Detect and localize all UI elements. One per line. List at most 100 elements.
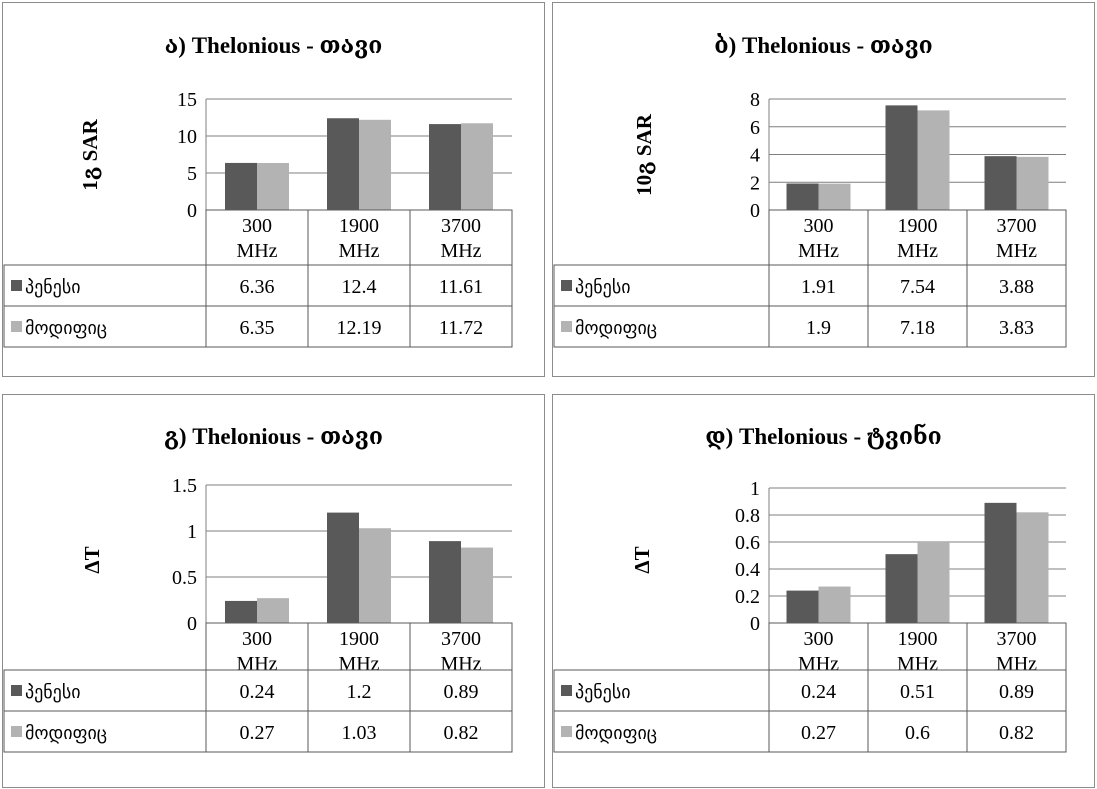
bar xyxy=(818,586,851,623)
x-tick-label: 1900 xyxy=(898,628,938,650)
bar xyxy=(786,183,819,210)
data-label: 7.18 xyxy=(900,317,935,339)
x-tick-label: 300 xyxy=(242,215,272,237)
chart-plot: 0 2 4 6 8 10გ SAR 300 MHz 1900 MHz 3700 MHz პენესი 1.… xyxy=(553,89,1067,348)
data-label: 11.72 xyxy=(439,317,483,339)
x-tick-label: 300 xyxy=(804,628,834,650)
bar xyxy=(257,598,289,623)
data-label: 0.82 xyxy=(999,722,1034,744)
y-tick-label: 0 xyxy=(187,613,197,635)
y-axis-label: ΔT xyxy=(80,546,104,573)
data-label: 0.24 xyxy=(801,681,836,703)
x-tick-label: MHz xyxy=(897,240,938,262)
x-tick-label: 3700 xyxy=(441,215,481,237)
legend-label: მოდიფიც xyxy=(575,723,657,744)
data-label: 0.24 xyxy=(240,681,275,703)
x-tick-label: 300 xyxy=(804,215,834,237)
chart-plot: 0 0.2 0.4 0.6 0.8 1 ΔT 300 MHz 1900 MHz 3700 MHz პენე… xyxy=(553,478,1067,753)
data-label: 12.4 xyxy=(342,276,377,298)
legend-label: პენესი xyxy=(25,277,81,298)
value-cell xyxy=(409,305,513,348)
bar xyxy=(984,502,1017,623)
y-tick-label: 1.5 xyxy=(172,475,197,497)
legend-label: მოდიფიც xyxy=(25,318,107,339)
y-tick-label: 6 xyxy=(750,117,760,139)
y-tick-label: 0.2 xyxy=(735,586,760,608)
legend-swatch xyxy=(11,685,22,696)
value-cell xyxy=(966,305,1067,348)
data-label: 0.6 xyxy=(905,722,930,744)
y-tick-label: 4 xyxy=(750,145,760,167)
x-tick-label: 1900 xyxy=(339,215,379,237)
x-tick-label: MHz xyxy=(996,240,1037,262)
data-label: 6.36 xyxy=(240,276,275,298)
data-label: 0.82 xyxy=(444,722,479,744)
bar xyxy=(786,590,819,623)
chart-panel-c: გ) Thelonious - თავი 0 0.5 1 1.5 ΔT 300 MHz 190… xyxy=(2,394,545,788)
y-axis-label: 1გ SAR xyxy=(78,119,102,191)
y-tick-label: 0.4 xyxy=(735,559,760,581)
y-tick-label: 0 xyxy=(750,200,760,222)
y-axis-label: 10გ SAR xyxy=(632,113,656,196)
x-tick-label: MHz xyxy=(440,653,481,675)
x-tick-label: 1900 xyxy=(898,215,938,237)
data-label: 0.51 xyxy=(900,681,935,703)
x-tick-label: MHz xyxy=(897,653,938,675)
y-tick-label: 0.6 xyxy=(735,532,760,554)
chart-plot: 0 5 10 15 1გ SAR 300 MHz 1900 MHz 3700 MHz პენესი 6.… xyxy=(3,89,513,348)
bar xyxy=(818,183,851,210)
chart-panel-a: ა) Thelonious - თავი 0 5 10 15 1გ SAR 300 MHz 1… xyxy=(2,2,545,377)
legend-swatch xyxy=(561,685,572,696)
y-tick-label: 10 xyxy=(177,126,197,148)
legend-swatch xyxy=(11,726,22,737)
x-tick-label: MHz xyxy=(996,653,1037,675)
legend-label: პენესი xyxy=(25,682,81,703)
data-label: 1.91 xyxy=(801,276,836,298)
y-tick-label: 0.8 xyxy=(735,505,760,527)
bar xyxy=(917,110,950,210)
legend-swatch xyxy=(561,321,572,332)
chart-title: დ) Thelonious - ტვინი xyxy=(705,424,942,449)
x-tick-label: MHz xyxy=(798,653,839,675)
x-tick-label: 3700 xyxy=(441,628,481,650)
x-tick-label: 1900 xyxy=(339,628,379,650)
bar xyxy=(885,554,918,623)
data-label: 0.27 xyxy=(801,722,836,744)
bar xyxy=(327,118,359,210)
x-tick-label: MHz xyxy=(236,240,277,262)
legend-swatch xyxy=(561,726,572,737)
bar xyxy=(257,163,289,210)
data-label: 1.2 xyxy=(347,681,372,703)
y-tick-label: 0 xyxy=(750,613,760,635)
value-cell xyxy=(409,710,513,753)
y-tick-label: 2 xyxy=(750,172,760,194)
legend-label: მოდიფიც xyxy=(25,723,107,744)
data-label: 12.19 xyxy=(337,317,382,339)
legend-label: პენესი xyxy=(575,277,631,298)
x-tick-label: 3700 xyxy=(997,215,1037,237)
x-tick-label: 3700 xyxy=(997,628,1037,650)
bar xyxy=(917,542,950,623)
bar xyxy=(225,600,257,623)
x-tick-label: MHz xyxy=(236,653,277,675)
chart-panel-d: დ) Thelonious - ტვინი 0 0.2 0.4 0.6 0.8 1 ΔT 30… xyxy=(552,394,1095,788)
y-axis-label: ΔT xyxy=(630,546,654,573)
data-label: 1.9 xyxy=(806,317,831,339)
bar xyxy=(1016,156,1049,210)
bar xyxy=(461,123,493,210)
data-label: 6.35 xyxy=(240,317,275,339)
y-tick-label: 1 xyxy=(750,478,760,500)
bar xyxy=(984,156,1017,210)
data-label: 1.03 xyxy=(342,722,377,744)
data-label: 3.83 xyxy=(999,317,1034,339)
x-tick-label: MHz xyxy=(798,240,839,262)
chart-title: ბ) Thelonious - თავი xyxy=(714,33,933,58)
x-tick-label: MHz xyxy=(440,240,481,262)
bar xyxy=(225,162,257,210)
bar xyxy=(429,124,461,210)
data-label: 11.61 xyxy=(439,276,483,298)
bar xyxy=(1016,512,1049,623)
y-tick-label: 0 xyxy=(187,200,197,222)
legend-label: პენესი xyxy=(575,682,631,703)
chart-title: გ) Thelonious - თავი xyxy=(164,424,383,449)
